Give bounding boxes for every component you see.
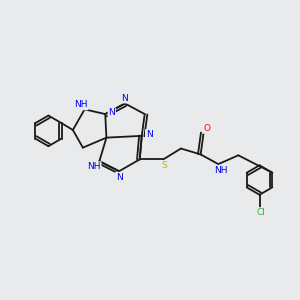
Text: S: S — [162, 161, 168, 170]
Text: N: N — [108, 108, 115, 117]
Text: NH: NH — [214, 166, 227, 175]
Text: O: O — [203, 124, 210, 133]
Text: N: N — [122, 94, 128, 103]
Text: NH: NH — [74, 100, 88, 109]
Text: N: N — [116, 172, 122, 182]
Text: N: N — [146, 130, 152, 139]
Text: Cl: Cl — [256, 208, 266, 217]
Text: NH: NH — [87, 162, 101, 171]
